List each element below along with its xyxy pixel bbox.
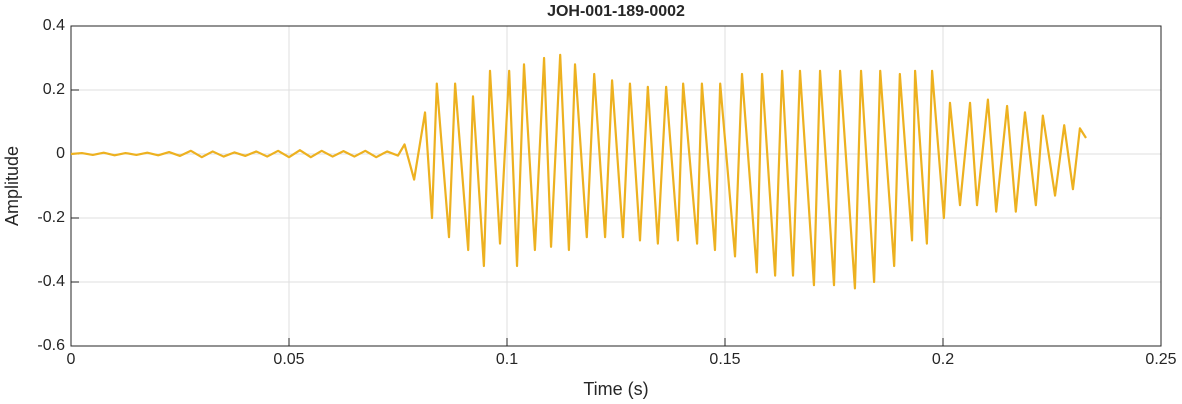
chart-title: JOH-001-189-0002: [547, 3, 685, 20]
x-tick-label: 0.2: [932, 351, 954, 368]
plot-frame: [70, 25, 1162, 347]
y-tick-label: -0.4: [37, 273, 65, 290]
x-tick-label: 0.1: [496, 351, 518, 368]
plot-area: [71, 26, 1161, 346]
y-tick-label: 0.4: [43, 17, 65, 34]
x-tick-label: 0.15: [709, 351, 740, 368]
y-axis-label: Amplitude: [2, 146, 22, 226]
x-tick-label: 0: [67, 351, 76, 368]
y-tick-label: 0.2: [43, 81, 65, 98]
x-tick-label: 0.25: [1145, 351, 1176, 368]
y-tick-label: 0: [56, 145, 65, 162]
waveform-line: [70, 53, 1087, 290]
x-axis-label: Time (s): [583, 379, 648, 399]
y-tick-label: -0.6: [37, 337, 65, 354]
x-tick-label: 0.05: [273, 351, 304, 368]
y-tick-label: -0.2: [37, 209, 65, 226]
